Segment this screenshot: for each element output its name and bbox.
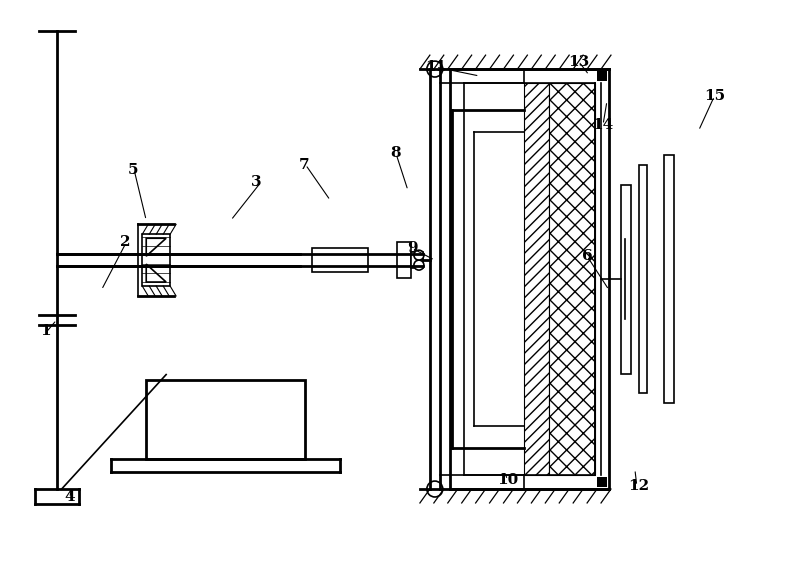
Text: 11: 11 <box>426 60 446 74</box>
Text: 13: 13 <box>569 55 590 69</box>
Circle shape <box>427 481 442 497</box>
Circle shape <box>414 260 424 270</box>
Text: 9: 9 <box>406 241 418 255</box>
Bar <box>621 184 631 374</box>
Bar <box>664 154 674 403</box>
Bar <box>639 165 647 393</box>
Text: 15: 15 <box>704 89 725 103</box>
Bar <box>474 132 524 426</box>
Text: 12: 12 <box>628 479 650 492</box>
Text: 4: 4 <box>64 490 75 504</box>
Circle shape <box>427 61 442 77</box>
Text: 14: 14 <box>592 118 614 132</box>
Bar <box>524 83 550 475</box>
Text: 3: 3 <box>251 175 262 189</box>
Text: 8: 8 <box>390 146 402 160</box>
Bar <box>597 71 607 81</box>
Bar <box>146 380 306 459</box>
Bar <box>397 242 411 278</box>
Text: 1: 1 <box>41 324 51 338</box>
Bar <box>597 477 607 487</box>
Bar <box>550 83 595 475</box>
Text: 5: 5 <box>128 164 138 177</box>
Bar <box>411 252 423 268</box>
Text: 10: 10 <box>497 473 518 487</box>
Text: 7: 7 <box>299 158 310 172</box>
Text: 6: 6 <box>582 249 593 263</box>
Circle shape <box>414 250 424 260</box>
Bar <box>313 248 368 272</box>
Bar <box>142 234 170 286</box>
Text: 2: 2 <box>120 235 130 249</box>
